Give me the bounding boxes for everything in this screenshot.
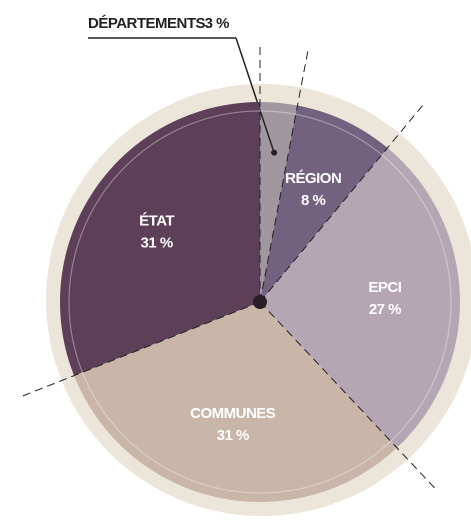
center-dot — [253, 295, 267, 309]
slice-value-label: 31 % — [141, 235, 173, 252]
pie-slice — [74, 302, 397, 502]
slice-label: DÉPARTEMENTS — [88, 15, 206, 32]
pie-slice — [260, 147, 461, 448]
slice-value-label: 31 % — [217, 427, 249, 444]
slice-value-label: 8 % — [301, 192, 326, 209]
slice-label: ÉTAT — [139, 213, 174, 230]
leader-line — [235, 37, 275, 153]
pie-slice — [59, 102, 260, 376]
pie-slice — [260, 102, 298, 302]
leader-dot — [271, 149, 278, 156]
slice-label: COMMUNES — [190, 405, 276, 422]
slice-value-label: 3 % — [205, 15, 230, 32]
slice-divider — [259, 46, 310, 303]
pie-slice — [260, 105, 388, 303]
slice-label: RÉGION — [285, 170, 341, 187]
slice-value-label: 27 % — [369, 301, 401, 318]
slice-divider — [259, 301, 439, 492]
slice-divider — [259, 101, 427, 303]
inner-ring — [68, 110, 452, 494]
slice-label: EPCI — [368, 279, 401, 296]
slice-divider — [18, 301, 261, 399]
